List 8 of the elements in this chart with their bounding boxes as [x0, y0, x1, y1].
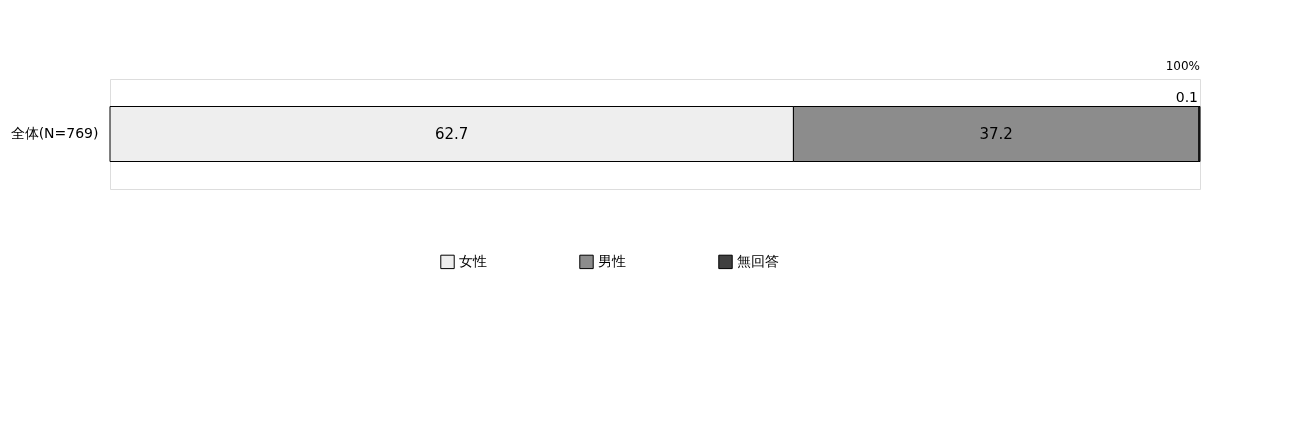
legend-label: 無回答 — [737, 252, 779, 269]
text: 100% — [1165, 59, 1200, 73]
legend-label: 女性 — [459, 252, 487, 269]
data-label: 62.7 — [435, 125, 469, 143]
legend-label: 男性 — [598, 252, 626, 269]
data-label: 0.1 — [1175, 89, 1198, 105]
y-tick-label: 全体(N=769) — [10, 125, 99, 141]
data-label: 37.2 — [979, 125, 1013, 143]
